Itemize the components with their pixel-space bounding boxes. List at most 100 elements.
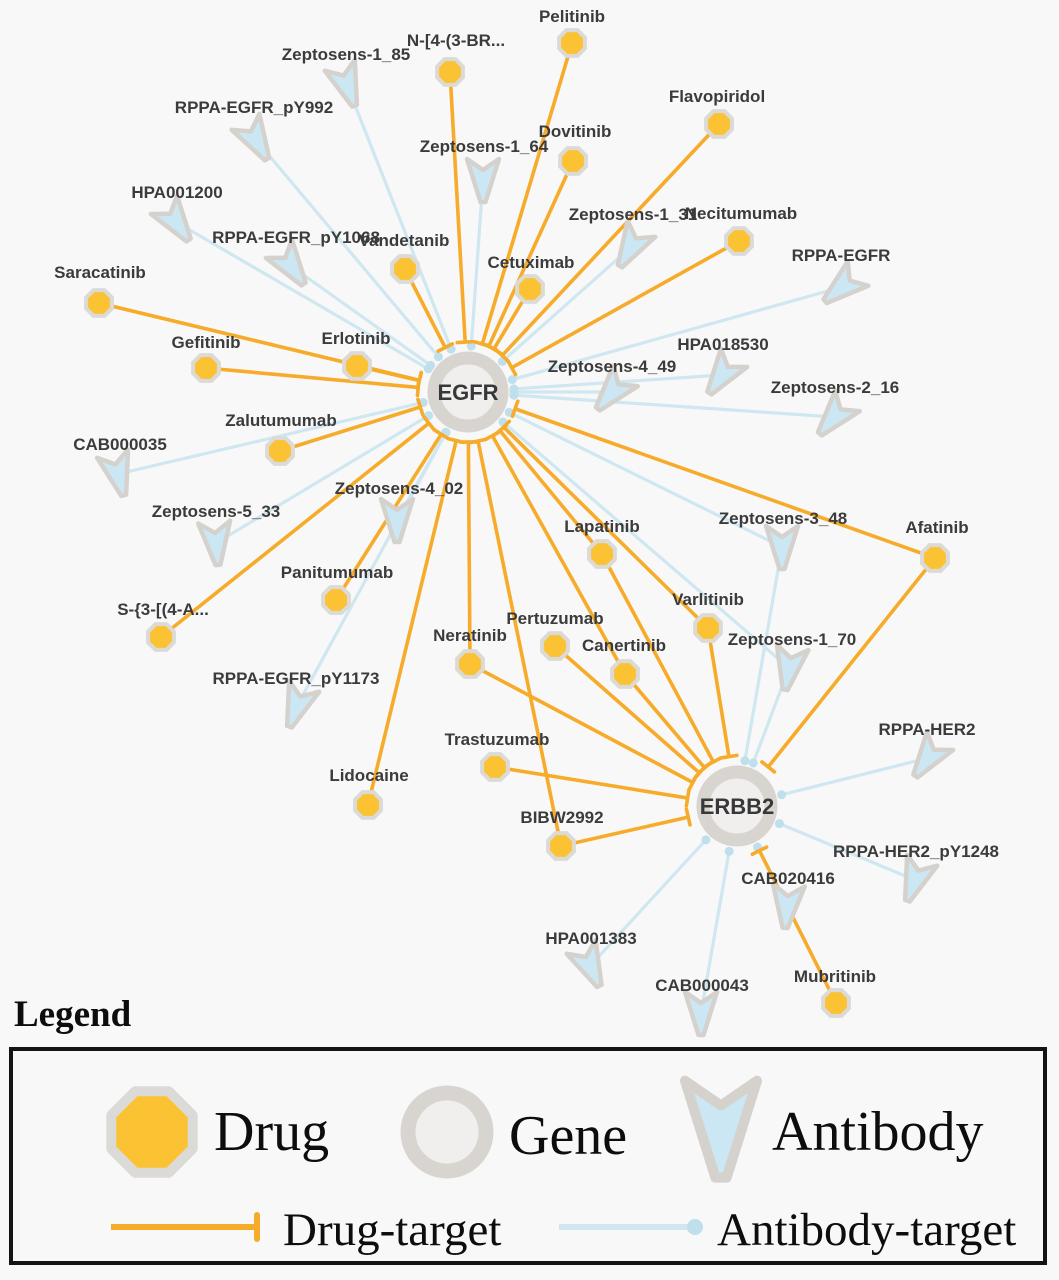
drug-node-Pertuzumab[interactable] [540, 631, 570, 661]
antibody-node-CAB020416[interactable] [769, 881, 808, 931]
drug-node-S-{3-[(4-A...[interactable] [146, 622, 176, 652]
drug-target-edge[interactable] [476, 440, 563, 847]
drug-node-Erlotinib[interactable] [342, 351, 372, 381]
drug-node-Dovitinib[interactable] [558, 146, 588, 176]
drug-target-edge[interactable] [366, 440, 458, 806]
drug-target-edge[interactable] [757, 849, 838, 1004]
antibody-target-edge[interactable] [699, 851, 731, 1014]
antibody-target-edge[interactable] [501, 420, 791, 670]
drug-node-Saracatinib[interactable] [84, 288, 114, 318]
drug-node-N-[4-(3-BR...[interactable] [435, 57, 465, 87]
drug-target-edge[interactable] [500, 122, 721, 357]
antibody-node-RPPA-HER2_pY1248[interactable] [892, 852, 940, 906]
antibody-node-RPPA-EGFR_pY992[interactable] [229, 111, 281, 167]
drug-node-Lidocaine[interactable] [353, 790, 383, 820]
antibody-target-edge[interactable] [295, 431, 448, 707]
drug-target-tee [719, 753, 739, 760]
drug-target-edge[interactable] [494, 765, 688, 800]
node-labels: Pelitinib N-[4-(3-BR... Dovitinib Flavopiri… [54, 7, 999, 995]
antibody-target-edge[interactable] [469, 179, 485, 347]
drug-target-edge[interactable] [766, 556, 937, 769]
antibody-target-edge[interactable] [508, 410, 783, 549]
node-label: HPA018530 [677, 335, 768, 354]
drug-target-edge[interactable] [553, 644, 701, 775]
antibody-target-edge[interactable] [513, 393, 835, 419]
antibody-target-edge[interactable] [175, 220, 430, 371]
drug-target-edge[interactable] [490, 434, 627, 675]
antibody-node-Zeptosens-1_70[interactable] [769, 642, 811, 693]
antibody-target-edge[interactable] [254, 138, 440, 358]
antibody-node-Zeptosens-1_85[interactable] [322, 57, 370, 111]
drug-node-Panitumumab[interactable] [321, 585, 351, 615]
drug-target-edge[interactable] [498, 429, 604, 556]
gene-node-ERBB2[interactable]: ERBB2 [696, 765, 778, 847]
drug-node-Neratinib[interactable] [455, 649, 485, 679]
antibody-target-edge[interactable] [588, 838, 708, 968]
drug-node-Zalutumumab[interactable] [265, 436, 295, 466]
drug-target-edge[interactable] [623, 672, 707, 770]
antibody-node-HPA018530[interactable] [696, 346, 750, 403]
drug-node-Trastuzumab[interactable] [480, 752, 510, 782]
antibody-node-HPA001383[interactable] [564, 937, 614, 992]
antibody-node-HPA001200[interactable] [148, 193, 202, 250]
drug-node-Flavopiridol[interactable] [704, 109, 734, 139]
antibody-node-CAB000043[interactable] [682, 989, 720, 1038]
antibody-target-edge[interactable] [511, 285, 843, 382]
drug-node-Cetuximab[interactable] [515, 274, 545, 304]
drug-node-Vandetanib[interactable] [390, 254, 420, 284]
drug-node-Lapatinib[interactable] [587, 539, 617, 569]
drug-target-edge[interactable] [706, 627, 731, 757]
drug-node-Varlitinib[interactable] [693, 613, 723, 643]
drug-target-edge[interactable] [469, 662, 694, 785]
antibody-target-edge[interactable] [743, 546, 784, 761]
drug-target-edge[interactable] [279, 405, 421, 453]
antibody-target-endpoint [426, 360, 436, 370]
drug-target-edges [98, 42, 937, 1004]
antibody-target-edge[interactable] [778, 822, 916, 882]
antibody-node-Zeptosens-1_64[interactable] [464, 156, 502, 205]
drug-target-edge[interactable] [466, 441, 472, 665]
antibody-node-Zeptosens-5_33[interactable] [195, 518, 234, 568]
antibody-node-Zeptosens-1_31[interactable] [606, 218, 658, 274]
antibody-node-RPPA-EGFR[interactable] [815, 258, 871, 313]
antibody-node-Zeptosens-4_49[interactable] [586, 363, 641, 420]
drug-target-edge[interactable] [205, 366, 419, 390]
antibody-node-Zeptosens-2_16[interactable] [808, 388, 863, 445]
node-label: Zeptosens-1_70 [728, 630, 857, 649]
antibody-node-Zeptosens-3_48[interactable] [763, 523, 801, 572]
drug-target-edge[interactable] [510, 239, 740, 370]
drug-swatch-icon [106, 1086, 198, 1178]
drug-node-Necitumumab[interactable] [724, 226, 754, 256]
drug-node-BIBW2992[interactable] [546, 831, 576, 861]
node-label: Pertuzumab [506, 609, 603, 628]
antibody-target-edge[interactable] [345, 84, 453, 350]
antibody-target-edge[interactable] [781, 756, 929, 797]
drug-node-Canertinib[interactable] [610, 659, 640, 689]
gene-node-EGFR[interactable]: EGFR [427, 351, 509, 433]
drug-target-tee [468, 437, 488, 445]
antibody-target-edge[interactable] [215, 414, 430, 545]
drug-target-tee [436, 342, 455, 353]
drug-target-edge[interactable] [502, 425, 710, 630]
drug-target-edge[interactable] [487, 160, 575, 348]
antibody-target-edge[interactable] [290, 264, 432, 367]
antibody-target-edge[interactable] [117, 400, 424, 476]
drug-node-Gefitinib[interactable] [191, 353, 221, 383]
drug-target-edge[interactable] [480, 42, 574, 345]
node-label: Mubritinib [794, 967, 876, 986]
antibody-node-Zeptosens-4_02[interactable] [378, 496, 416, 545]
drug-target-edge[interactable] [159, 421, 431, 639]
antibody-target-edge[interactable] [501, 245, 633, 363]
antibody-node-RPPA-EGFR_pY1068[interactable] [263, 237, 317, 294]
antibody-node-CAB000035[interactable] [94, 447, 139, 500]
node-label: Necitumumab [685, 204, 797, 223]
antibody-node-RPPA-EGFR_pY1173[interactable] [274, 678, 322, 732]
drug-node-Pelitinib[interactable] [557, 28, 587, 58]
drug-target-edge[interactable] [514, 407, 936, 560]
drug-node-Afatinib[interactable] [920, 543, 950, 573]
antibody-node-RPPA-HER2[interactable] [902, 729, 956, 786]
drug-target-edge[interactable] [600, 553, 715, 763]
drug-target-edge[interactable] [560, 815, 689, 848]
drug-target-edge[interactable] [448, 71, 467, 343]
drug-node-Mubritinib[interactable] [821, 988, 851, 1018]
